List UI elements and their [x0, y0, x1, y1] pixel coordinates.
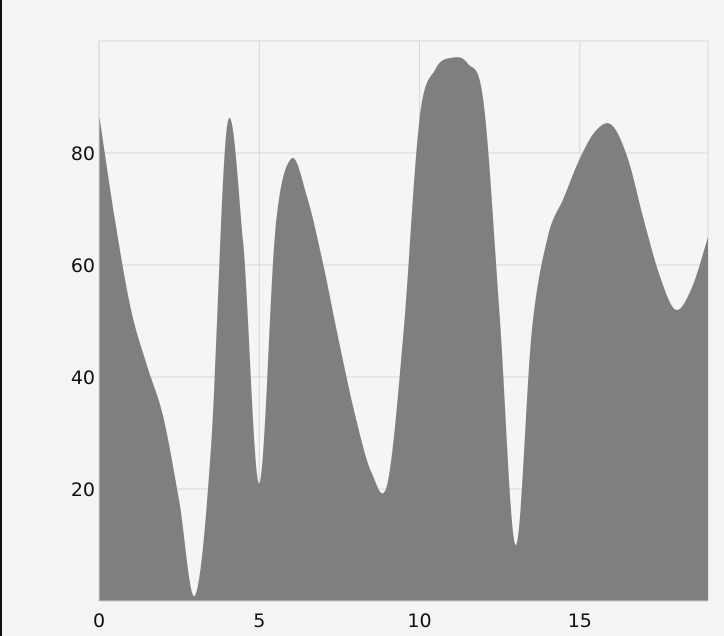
area-layer [99, 57, 708, 601]
y-tick-label: 40 [71, 367, 95, 389]
tick-layer: 0 5 10 15 20 40 60 80 [71, 143, 592, 632]
x-tick-label: 0 [93, 610, 105, 632]
x-tick-label: 10 [407, 610, 431, 632]
y-tick-label: 80 [71, 143, 95, 165]
x-tick-label: 5 [253, 610, 265, 632]
axis-layer [98, 41, 708, 602]
y-tick-label: 60 [71, 255, 95, 277]
y-tick-label: 20 [71, 479, 95, 501]
x-tick-label: 15 [568, 610, 592, 632]
area-series [99, 57, 708, 601]
